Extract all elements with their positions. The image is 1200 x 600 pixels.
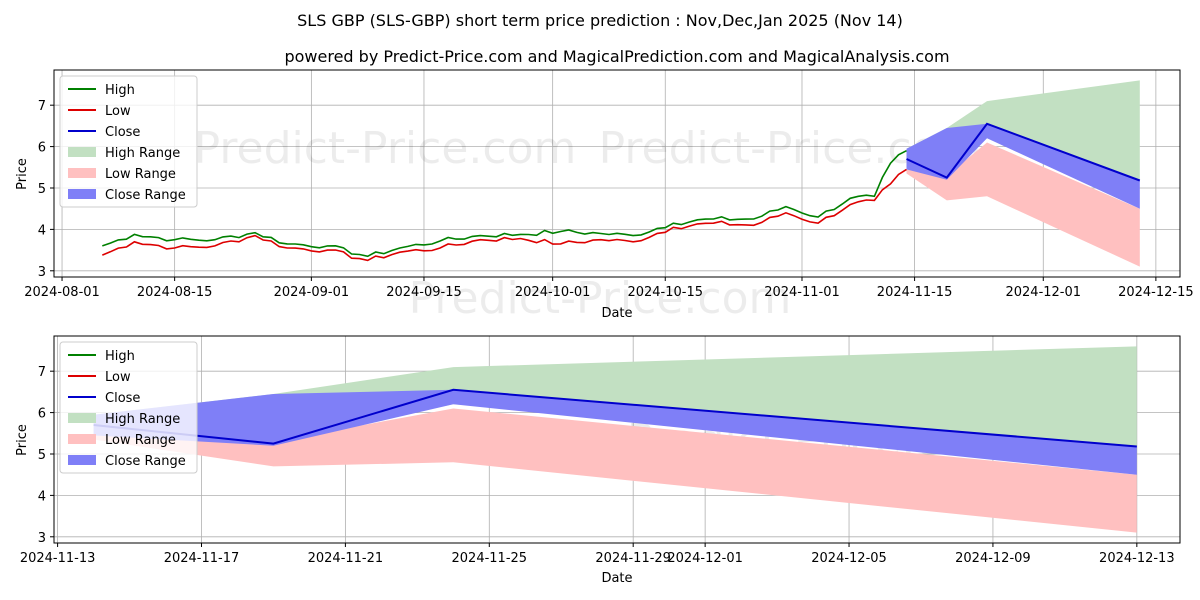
top-axes-frame (53, 69, 1181, 278)
bottom-close-range-area (93, 389, 1137, 475)
top-watermark-3: Predict-Price.com (409, 273, 792, 324)
top-xtick-label: 2024-10-01 (515, 285, 591, 300)
bottom-xtick-label: 2024-12-01 (667, 551, 743, 566)
bottom-legend-label: Close Range (105, 454, 186, 469)
bottom-ytick-label: 5 (38, 448, 46, 463)
top-ytick-label: 4 (38, 223, 46, 238)
chart-title: SLS GBP (SLS-GBP) short term price predi… (297, 11, 903, 30)
top-legend-swatch (68, 189, 96, 199)
top-forecast-areas (906, 80, 1140, 267)
bottom-legend: High Low Close High Range Low Range Close Ran… (59, 341, 198, 474)
top-ytick-label: 5 (38, 182, 46, 197)
bottom-xtick-label: 2024-11-13 (20, 551, 96, 566)
top-y-axis-label: Price (15, 158, 30, 190)
top-legend-label: Close (105, 125, 140, 140)
bottom-low-range-area (93, 408, 1137, 533)
top-low-line (101, 168, 907, 262)
bottom-legend-swatch (68, 455, 96, 465)
bottom-y-axis-label: Price (15, 424, 30, 456)
bottom-ytick-label: 3 (38, 531, 46, 546)
top-x-ticks: 2024-08-01 2024-08-15 2024-09-01 2024-09-15… (24, 277, 1194, 300)
top-ytick-label: 6 (38, 141, 46, 156)
top-high-line (102, 149, 907, 258)
top-legend-label: High Range (105, 146, 180, 161)
bottom-x-axis-label: Date (601, 571, 632, 586)
bottom-xtick-label: 2024-12-13 (1099, 551, 1175, 566)
top-ytick-label: 7 (38, 99, 46, 114)
bottom-legend-label: High (105, 349, 135, 364)
top-y-ticks: 3 4 5 6 7 (38, 99, 54, 280)
top-legend-label: Close Range (105, 188, 186, 203)
bottom-ytick-label: 4 (38, 489, 46, 504)
top-xtick-label: 2024-11-01 (764, 285, 840, 300)
bottom-x-ticks: 2024-11-13 2024-11-17 2024-11-21 2024-11-25… (20, 543, 1175, 566)
bottom-legend-swatch (68, 413, 96, 423)
top-panel: Predict-Price.com Predict-Price.com Pred… (15, 69, 1194, 324)
bottom-axes-frame (53, 335, 1181, 544)
bottom-xtick-label: 2024-11-17 (164, 551, 240, 566)
bottom-ytick-label: 7 (38, 365, 46, 380)
top-xtick-label: 2024-12-01 (1005, 285, 1081, 300)
top-xtick-label: 2024-08-01 (24, 285, 100, 300)
top-xtick-label: 2024-12-15 (1118, 285, 1194, 300)
top-legend-label: Low (105, 104, 131, 119)
bottom-panel: Predict-Price.com Predict-Price.com 2024… (15, 335, 1181, 586)
bottom-legend-label: Low Range (105, 433, 176, 448)
top-xtick-label: 2024-10-15 (627, 285, 703, 300)
bottom-y-ticks: 3 4 5 6 7 (38, 365, 54, 546)
bottom-legend-swatch (68, 434, 96, 444)
top-close-line (906, 122, 1141, 182)
bottom-xtick-label: 2024-12-09 (955, 551, 1031, 566)
top-xtick-label: 2024-09-15 (386, 285, 462, 300)
bottom-legend-label: Low (105, 370, 131, 385)
top-legend-label: Low Range (105, 167, 176, 182)
bottom-xtick-label: 2024-12-05 (811, 551, 887, 566)
top-legend: High Low Close High Range Low Range Close Ran… (59, 75, 198, 208)
bottom-forecast-areas (93, 346, 1137, 533)
top-legend-label: High (105, 83, 135, 98)
bottom-ytick-label: 6 (38, 407, 46, 422)
top-x-axis-label: Date (601, 306, 632, 321)
top-series-lines (101, 122, 1141, 262)
top-legend-swatch (68, 168, 96, 178)
top-legend-swatch (68, 147, 96, 157)
top-watermark-1: Predict-Price.com (194, 123, 577, 174)
bottom-xtick-label: 2024-11-21 (308, 551, 384, 566)
bottom-legend-label: Close (105, 391, 140, 406)
bottom-xtick-label: 2024-11-29 (595, 551, 671, 566)
bottom-xtick-label: 2024-11-25 (452, 551, 528, 566)
top-xtick-label: 2024-09-01 (274, 285, 350, 300)
top-xtick-label: 2024-08-15 (137, 285, 213, 300)
chart-subtitle: powered by Predict-Price.com and Magical… (284, 47, 949, 66)
bottom-legend-label: High Range (105, 412, 180, 427)
top-close-range-area (906, 123, 1140, 209)
top-low-range-area (906, 142, 1140, 267)
top-xtick-label: 2024-11-15 (877, 285, 953, 300)
top-ytick-label: 3 (38, 265, 46, 280)
